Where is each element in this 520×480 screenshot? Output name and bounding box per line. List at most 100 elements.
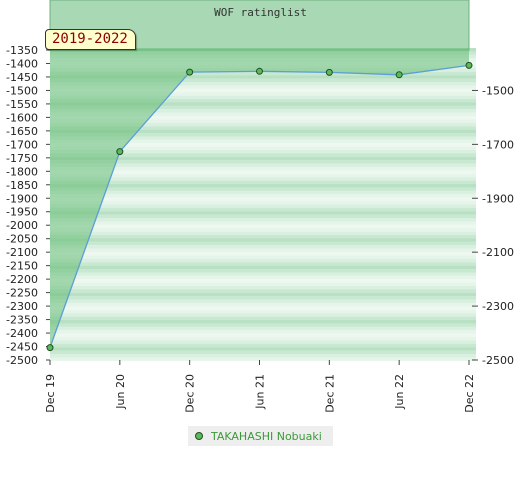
background-band xyxy=(50,129,476,134)
background-band xyxy=(50,269,476,273)
background-band xyxy=(50,354,476,358)
left-tick-label: -1550 xyxy=(6,98,38,111)
left-tick-label: -1600 xyxy=(6,111,38,124)
background-band xyxy=(50,143,476,147)
right-tick-label: -1900 xyxy=(482,192,514,205)
background-band xyxy=(50,313,476,317)
background-band xyxy=(50,279,476,283)
background-band xyxy=(50,330,476,334)
background-band xyxy=(50,163,476,168)
background-band xyxy=(50,289,476,293)
background-band xyxy=(50,126,476,130)
background-band xyxy=(50,347,476,351)
background-band xyxy=(50,214,476,219)
background-band xyxy=(50,221,476,225)
background-band xyxy=(50,337,476,341)
background-band xyxy=(50,207,476,212)
background-band xyxy=(50,282,476,287)
background-band xyxy=(50,201,476,205)
background-band xyxy=(50,102,476,106)
left-tick-label: -2250 xyxy=(6,287,38,300)
data-point[interactable] xyxy=(46,344,54,352)
background-band xyxy=(50,326,476,331)
background-band xyxy=(50,316,476,321)
background-band xyxy=(50,153,476,157)
background-band xyxy=(50,265,476,270)
x-tick-label: Jun 22 xyxy=(393,374,406,410)
background-band xyxy=(50,167,476,171)
background-band xyxy=(50,109,476,113)
background-band xyxy=(50,323,476,327)
background-band xyxy=(50,245,476,249)
left-tick-label: -2350 xyxy=(6,314,38,327)
left-tick-label: -2000 xyxy=(6,219,38,232)
background-band xyxy=(50,190,476,195)
background-band xyxy=(50,177,476,181)
background-band xyxy=(50,286,476,290)
left-tick-label: -1700 xyxy=(6,138,38,151)
background-band xyxy=(50,122,476,127)
background-band xyxy=(50,180,476,185)
background-band xyxy=(50,262,476,266)
data-point[interactable] xyxy=(395,71,403,79)
left-tick-label: -2100 xyxy=(6,246,38,259)
left-tick-label: -1400 xyxy=(6,57,38,70)
x-tick-label: Jun 21 xyxy=(254,374,267,410)
background-band xyxy=(50,238,476,242)
data-point[interactable] xyxy=(186,68,194,76)
background-band xyxy=(50,340,476,344)
background-band xyxy=(50,194,476,198)
background-band xyxy=(50,82,476,86)
background-band xyxy=(50,296,476,300)
right-tick-label: -2500 xyxy=(482,354,514,367)
background-band xyxy=(50,88,476,93)
background-band xyxy=(50,85,476,89)
background-band xyxy=(50,160,476,164)
background-band xyxy=(50,173,476,178)
background-band xyxy=(50,228,476,232)
background-band xyxy=(50,258,476,263)
background-band xyxy=(50,275,476,280)
background-band xyxy=(50,357,476,361)
background-band xyxy=(50,133,476,137)
right-tick-label: -2100 xyxy=(482,246,514,259)
data-point[interactable] xyxy=(116,148,124,156)
background-band xyxy=(50,75,476,79)
background-band xyxy=(50,248,476,253)
background-band xyxy=(50,99,476,103)
chart-title: WOF ratinglist xyxy=(214,6,307,19)
background-band xyxy=(50,235,476,239)
data-point[interactable] xyxy=(325,68,333,76)
background-band xyxy=(50,292,476,297)
background-band xyxy=(50,170,476,174)
legend-marker-icon xyxy=(195,432,203,440)
left-tick-label: -2450 xyxy=(6,341,38,354)
left-tick-label: -1450 xyxy=(6,71,38,84)
x-tick-label: Dec 22 xyxy=(463,374,476,413)
background-band xyxy=(50,146,476,151)
data-point[interactable] xyxy=(256,67,263,75)
background-band xyxy=(50,112,476,117)
data-point[interactable] xyxy=(465,61,473,69)
background-band xyxy=(50,92,476,96)
legend[interactable]: TAKAHASHI Nobuaki xyxy=(188,426,333,446)
background-band xyxy=(50,306,476,310)
background-band xyxy=(50,343,476,348)
background-band xyxy=(50,105,476,110)
period-badge: 2019-2022 xyxy=(45,29,136,50)
x-axis: Dec 19 Jun 20 Dec 20 Jun 21 Dec 21 Jun 22 Dec … xyxy=(44,360,476,413)
background-band xyxy=(50,78,476,83)
background-band xyxy=(50,184,476,188)
left-tick-label: -2500 xyxy=(6,354,38,367)
series-points xyxy=(46,61,473,352)
left-tick-label: -2400 xyxy=(6,327,38,340)
background-band xyxy=(50,241,476,246)
legend-label: TAKAHASHI Nobuaki xyxy=(211,429,322,443)
background-band xyxy=(50,350,476,355)
background-band xyxy=(50,139,476,144)
background-band xyxy=(50,320,476,324)
left-tick-label: -1850 xyxy=(6,179,38,192)
series-area xyxy=(50,48,469,348)
background-band xyxy=(50,187,476,191)
background-band xyxy=(50,309,476,314)
